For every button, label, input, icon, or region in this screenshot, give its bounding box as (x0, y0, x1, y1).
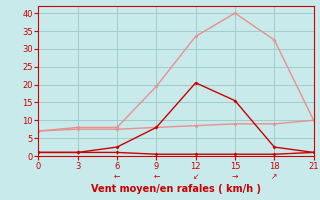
Text: ←: ← (153, 172, 160, 181)
Text: →: → (232, 172, 238, 181)
Text: ↙: ↙ (192, 172, 199, 181)
Text: ↗: ↗ (271, 172, 277, 181)
X-axis label: Vent moyen/en rafales ( km/h ): Vent moyen/en rafales ( km/h ) (91, 184, 261, 194)
Text: ←: ← (114, 172, 120, 181)
